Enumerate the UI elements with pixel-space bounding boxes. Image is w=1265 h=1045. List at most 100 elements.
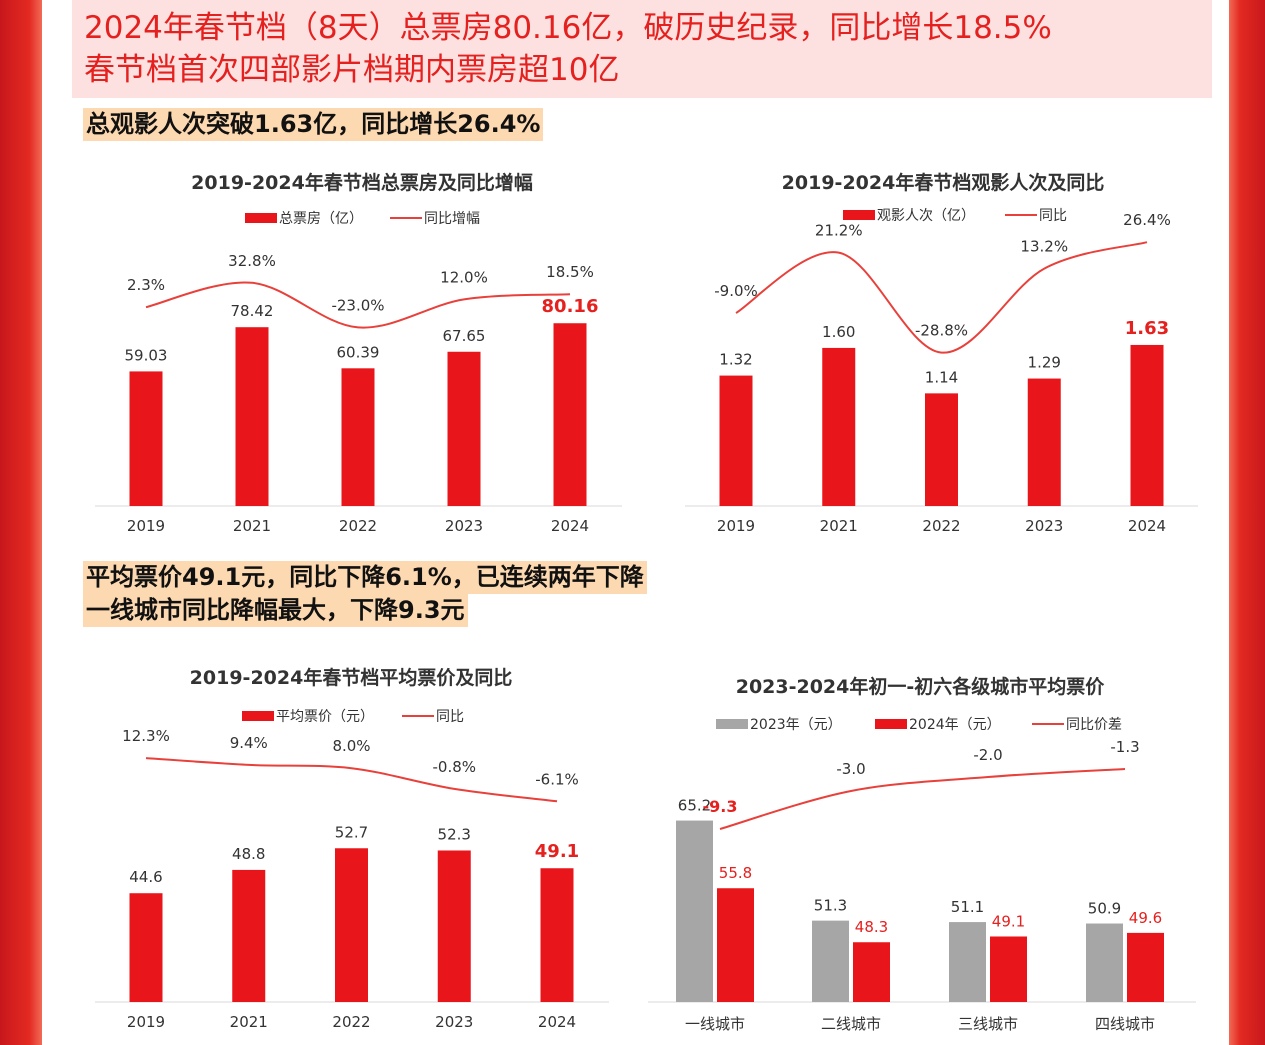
x-tick-label: 一线城市 — [685, 1015, 745, 1033]
yoy-label: 18.5% — [546, 263, 594, 281]
x-tick-label: 2019 — [717, 517, 755, 535]
legend-swatch-bar — [875, 719, 907, 729]
x-tick-label: 2022 — [339, 517, 377, 535]
bar-value-label: 1.29 — [1028, 354, 1061, 372]
yoy-line — [145, 281, 571, 329]
bar-value-label-2023: 65.2 — [678, 797, 711, 815]
x-tick-label: 2022 — [332, 1013, 370, 1031]
legend-swatch-bar — [242, 711, 274, 721]
bar-value-label: 1.32 — [719, 351, 752, 369]
x-tick-label: 2019 — [127, 517, 165, 535]
yoy-label: 12.0% — [440, 268, 488, 286]
headline-line-1: 2024年春节档（8天）总票房80.16亿，破历史纪录，同比增长18.5% — [84, 10, 1052, 46]
yoy-label: -9.0% — [714, 282, 758, 300]
bar-2024-二线城市 — [853, 942, 890, 1002]
x-tick-label: 二线城市 — [821, 1015, 881, 1033]
x-tick-label: 2021 — [233, 517, 271, 535]
bar-2024-一线城市 — [717, 888, 754, 1002]
bar-value-label: 44.6 — [129, 868, 162, 886]
bar-2023-一线城市 — [676, 820, 713, 1002]
yoy-label: -6.1% — [535, 770, 579, 788]
legend-swatch-bar — [245, 213, 277, 223]
legend-label: 总票房（亿） — [279, 211, 363, 227]
legend-swatch-bar — [716, 719, 748, 729]
yoy-label: 8.0% — [332, 737, 370, 755]
bar-value-label: 1.63 — [1125, 318, 1169, 339]
chart-title-box-office: 2019-2024年春节档总票房及同比增幅 — [191, 172, 533, 194]
x-tick-label: 2023 — [1025, 517, 1063, 535]
audience-note: 总观影人次突破1.63亿，同比增长26.4% — [83, 108, 544, 141]
legend-label: 同比增幅 — [424, 211, 480, 227]
bar-2019 — [719, 375, 753, 506]
x-tick-label: 2023 — [445, 517, 483, 535]
bar-2023 — [437, 850, 471, 1002]
x-tick-label: 2021 — [230, 1013, 268, 1031]
yoy-line — [145, 757, 558, 803]
bar-2023-四线城市 — [1086, 923, 1123, 1002]
chart-title-city-price: 2023-2024年初一-初六各级城市平均票价 — [735, 676, 1105, 698]
bar-2023-二线城市 — [812, 920, 849, 1002]
bar-2022 — [335, 848, 368, 1002]
legend-label: 2023年（元） — [750, 717, 842, 733]
price-diff-label: -3.0 — [836, 760, 865, 778]
price-diff-label: -2.0 — [973, 746, 1002, 764]
price-diff-line — [719, 768, 1126, 830]
x-tick-label: 2021 — [820, 517, 858, 535]
price-note-line-2: 一线城市同比降幅最大，下降9.3元 — [83, 594, 468, 627]
x-tick-label: 2019 — [127, 1013, 165, 1031]
legend-swatch-bar — [843, 210, 875, 220]
bar-value-label-2023: 51.3 — [814, 897, 847, 915]
bar-2021 — [822, 347, 856, 506]
bar-value-label: 52.7 — [335, 823, 368, 841]
yoy-label: -28.8% — [915, 322, 968, 340]
bar-2022 — [341, 368, 375, 506]
bar-value-label: 59.03 — [125, 346, 168, 364]
legend-label: 平均票价（元） — [276, 709, 374, 725]
x-tick-label: 四线城市 — [1095, 1015, 1155, 1033]
bar-2021 — [232, 869, 266, 1002]
bar-2024-三线城市 — [990, 936, 1027, 1002]
bar-value-label-2023: 51.1 — [951, 898, 984, 916]
price-note-line-1: 平均票价49.1元，同比下降6.1%，已连续两年下降 — [83, 561, 647, 594]
bar-value-label: 60.39 — [337, 343, 380, 361]
bar-value-label-2024: 49.6 — [1129, 909, 1162, 927]
bar-value-label: 1.60 — [822, 323, 855, 341]
legend-label: 观影人次（亿） — [877, 208, 975, 224]
x-tick-label: 2022 — [922, 517, 960, 535]
yoy-label: 26.4% — [1123, 211, 1171, 229]
bar-value-label-2024: 48.3 — [855, 918, 888, 936]
bar-value-label: 1.14 — [925, 368, 958, 386]
bar-value-label: 49.1 — [535, 841, 579, 862]
legend-label: 2024年（元） — [909, 717, 1001, 733]
bar-2024 — [1130, 344, 1164, 506]
bar-value-label: 67.65 — [443, 327, 486, 345]
chart-title-audience: 2019-2024年春节档观影人次及同比 — [781, 172, 1105, 194]
right-red-border — [1229, 0, 1265, 1045]
yoy-label: 12.3% — [122, 727, 170, 745]
price-diff-label: -1.3 — [1110, 738, 1139, 756]
yoy-label: -0.8% — [432, 758, 476, 776]
bar-2024-四线城市 — [1127, 932, 1164, 1002]
x-tick-label: 2024 — [538, 1013, 576, 1031]
bar-2022 — [925, 393, 958, 506]
x-tick-label: 2024 — [1128, 517, 1166, 535]
bar-2019 — [129, 893, 163, 1002]
x-tick-label: 三线城市 — [958, 1015, 1018, 1033]
bar-2021 — [235, 327, 269, 506]
headline-banner: 2024年春节档（8天）总票房80.16亿，破历史纪录，同比增长18.5% 春节… — [72, 0, 1212, 98]
yoy-label: 21.2% — [815, 222, 863, 240]
bar-value-label: 52.3 — [438, 825, 471, 843]
yoy-label: 2.3% — [127, 276, 165, 294]
bar-value-label-2024: 49.1 — [992, 912, 1025, 930]
yoy-label: 9.4% — [230, 734, 268, 752]
bar-value-label-2023: 50.9 — [1088, 900, 1121, 918]
bar-2024 — [553, 323, 587, 506]
bar-value-label-2024: 55.8 — [719, 864, 752, 882]
bar-2024 — [540, 868, 574, 1002]
left-red-border — [0, 0, 42, 1045]
legend-label: 同比 — [436, 709, 464, 725]
